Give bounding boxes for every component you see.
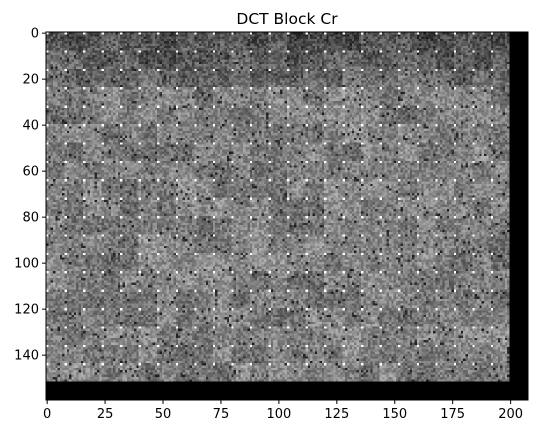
x-tick-label: 125 — [324, 407, 349, 422]
x-tick-label: 25 — [97, 407, 114, 422]
y-tick-label: 20 — [22, 73, 39, 88]
y-tick-label: 100 — [14, 257, 39, 272]
y-tick-label: 120 — [14, 303, 39, 318]
y-tick-label: 0 — [31, 27, 39, 42]
y-tick-label: 40 — [22, 119, 39, 134]
y-tick-label: 60 — [22, 165, 39, 180]
x-axis: 0 25 50 75 100 125 150 175 200 — [43, 400, 523, 422]
x-tick-label: 75 — [213, 407, 230, 422]
chart-title: DCT Block Cr — [236, 10, 338, 28]
dct-coefficient-image — [46, 32, 528, 400]
x-tick-label: 100 — [266, 407, 291, 422]
x-tick-label: 150 — [382, 407, 407, 422]
dct-image — [46, 32, 528, 400]
x-tick-label: 50 — [155, 407, 172, 422]
y-axis: 0 20 40 60 80 100 120 140 — [14, 27, 46, 364]
plot-frame — [45, 31, 529, 401]
y-tick-label: 80 — [22, 211, 39, 226]
x-tick-label: 200 — [498, 407, 523, 422]
x-tick-label: 175 — [440, 407, 465, 422]
y-tick-label: 140 — [14, 349, 39, 364]
x-tick-label: 0 — [43, 407, 51, 422]
